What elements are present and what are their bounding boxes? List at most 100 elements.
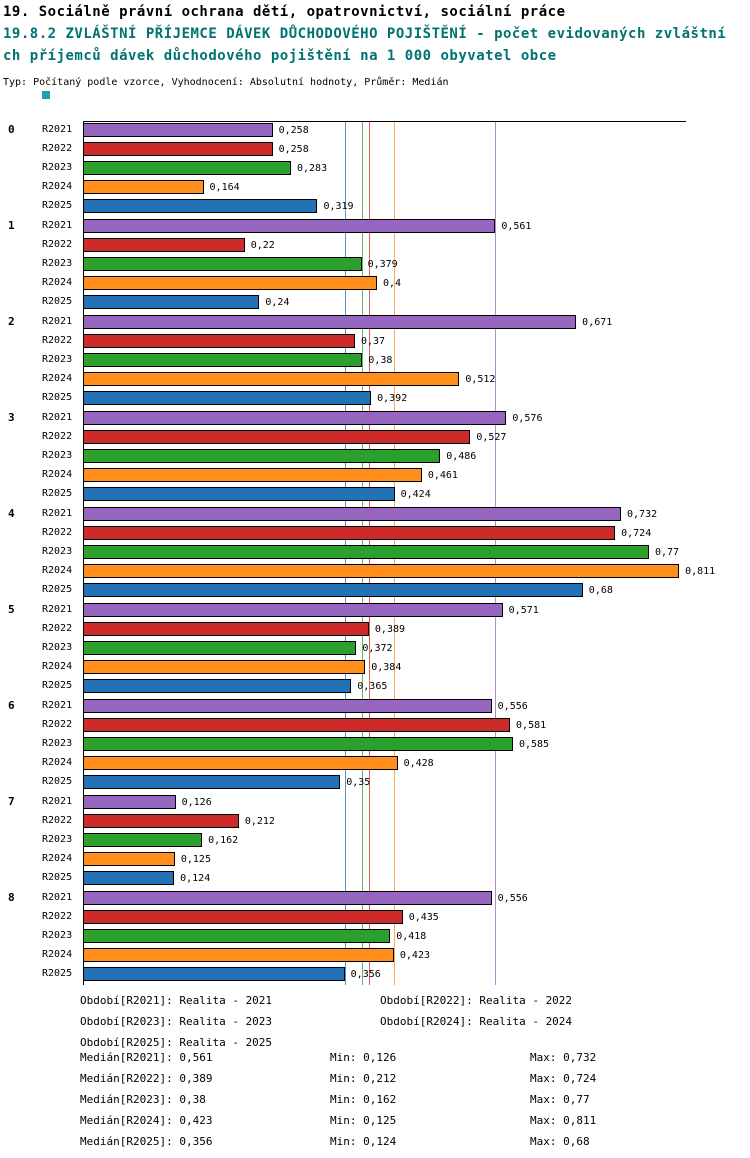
- chart-legend: Období[R2021]: Realita - 2021 Období[R202…: [80, 994, 700, 1050]
- group-label: 4: [8, 507, 15, 520]
- bar-r2023-group-2: [83, 353, 363, 367]
- bar-r2023-group-3: [83, 449, 441, 463]
- stats-min-value: Min: 0,124: [330, 1135, 397, 1148]
- report-title: 19. Sociálně právní ochrana dětí, opatro…: [3, 4, 566, 20]
- series-label: R2022: [42, 431, 73, 442]
- bar-r2021-group-7: [83, 795, 176, 809]
- bar-r2021-group-2: [83, 315, 577, 329]
- group-label: 8: [8, 891, 15, 904]
- bar-r2025-group-1: [83, 295, 260, 309]
- bar-r2025-group-2: [83, 391, 372, 405]
- bar-value-label: 0,424: [400, 489, 431, 500]
- series-label: R2021: [42, 316, 73, 327]
- series-label: R2023: [42, 834, 73, 845]
- series-label: R2022: [42, 719, 73, 730]
- series-label: R2024: [42, 565, 73, 576]
- series-label: R2023: [42, 162, 73, 173]
- bar-value-label: 0,556: [497, 701, 528, 712]
- stats-max-value: Max: 0,811: [530, 1114, 597, 1127]
- bar-value-label: 0,125: [180, 854, 211, 865]
- bar-r2021-group-0: [83, 123, 273, 137]
- bar-value-label: 0,379: [367, 259, 398, 270]
- series-label: R2025: [42, 392, 73, 403]
- bar-value-label: 0,384: [371, 662, 402, 673]
- bar-r2024-group-0: [83, 180, 204, 194]
- bar-r2021-group-6: [83, 699, 492, 713]
- bar-r2024-group-7: [83, 852, 175, 866]
- bar-value-label: 0,423: [399, 950, 430, 961]
- legend-item: Období[R2022]: Realita - 2022: [380, 994, 573, 1007]
- series-label: R2024: [42, 757, 73, 768]
- series-label: R2021: [42, 700, 73, 711]
- bar-value-label: 0,428: [403, 758, 434, 769]
- series-label: R2025: [42, 584, 73, 595]
- bar-value-label: 0,35: [346, 777, 371, 788]
- stats-min-value: Min: 0,125: [330, 1114, 397, 1127]
- series-label: R2021: [42, 604, 73, 615]
- series-label: R2025: [42, 872, 73, 883]
- bar-r2023-group-5: [83, 641, 357, 655]
- series-label: R2025: [42, 488, 73, 499]
- legend-item: Období[R2025]: Realita - 2025: [80, 1036, 273, 1049]
- bar-r2023-group-1: [83, 257, 362, 271]
- series-label: R2021: [42, 124, 73, 135]
- bar-value-label: 0,811: [685, 566, 716, 577]
- bar-r2024-group-5: [83, 660, 366, 674]
- series-label: R2023: [42, 354, 73, 365]
- series-label: R2024: [42, 373, 73, 384]
- bar-r2023-group-7: [83, 833, 203, 847]
- legend-item: Období[R2021]: Realita - 2021: [80, 994, 273, 1007]
- stats-max-value: Max: 0,732: [530, 1051, 597, 1064]
- series-label: R2025: [42, 200, 73, 211]
- bar-r2023-group-8: [83, 929, 391, 943]
- bar-r2022-group-2: [83, 334, 355, 348]
- bar-value-label: 0,126: [181, 797, 212, 808]
- bar-r2025-group-8: [83, 967, 345, 981]
- stats-max-value: Max: 0,724: [530, 1072, 597, 1085]
- series-label: R2024: [42, 853, 73, 864]
- bar-value-label: 0,581: [516, 720, 547, 731]
- series-label: R2022: [42, 623, 73, 634]
- bar-value-label: 0,576: [512, 413, 543, 424]
- report-subtitle-line-1: 19.8.2 ZVLÁŠTNÍ PŘÍJEMCE DÁVEK DŮCHODOVÉ…: [3, 26, 727, 42]
- series-label: R2024: [42, 181, 73, 192]
- stats-min-value: Min: 0,162: [330, 1093, 397, 1106]
- stats-median-value: Medián[R2024]: 0,423: [80, 1114, 213, 1127]
- series-label: R2021: [42, 796, 73, 807]
- bar-r2025-group-4: [83, 583, 583, 597]
- bar-r2024-group-4: [83, 564, 680, 578]
- bar-value-label: 0,724: [621, 528, 652, 539]
- bar-r2025-group-7: [83, 871, 175, 885]
- series-label: R2024: [42, 949, 73, 960]
- bar-value-label: 0,732: [627, 509, 658, 520]
- bar-value-label: 0,418: [396, 931, 427, 942]
- bar-value-label: 0,435: [408, 912, 439, 923]
- bar-r2025-group-5: [83, 679, 352, 693]
- group-label: 6: [8, 699, 15, 712]
- report-meta-line: Typ: Počítaný podle vzorce, Vyhodnocení:…: [3, 77, 449, 88]
- bar-r2021-group-3: [83, 411, 507, 425]
- bar-value-label: 0,38: [368, 355, 393, 366]
- series-label: R2023: [42, 642, 73, 653]
- bar-r2025-group-0: [83, 199, 318, 213]
- teal-marker-square: [42, 91, 50, 99]
- bar-r2021-group-5: [83, 603, 503, 617]
- stats-max-value: Max: 0,77: [530, 1093, 590, 1106]
- series-label: R2024: [42, 469, 73, 480]
- stats-min-value: Min: 0,212: [330, 1072, 397, 1085]
- bar-value-label: 0,68: [588, 585, 613, 596]
- bar-r2021-group-4: [83, 507, 622, 521]
- series-label: R2021: [42, 508, 73, 519]
- series-label: R2022: [42, 911, 73, 922]
- bar-value-label: 0,372: [362, 643, 393, 654]
- series-label: R2021: [42, 412, 73, 423]
- bar-r2024-group-8: [83, 948, 394, 962]
- bar-value-label: 0,556: [497, 893, 528, 904]
- series-label: R2022: [42, 815, 73, 826]
- group-label: 7: [8, 795, 15, 808]
- series-label: R2022: [42, 239, 73, 250]
- series-label: R2023: [42, 450, 73, 461]
- series-label: R2021: [42, 220, 73, 231]
- bar-value-label: 0,585: [518, 739, 550, 750]
